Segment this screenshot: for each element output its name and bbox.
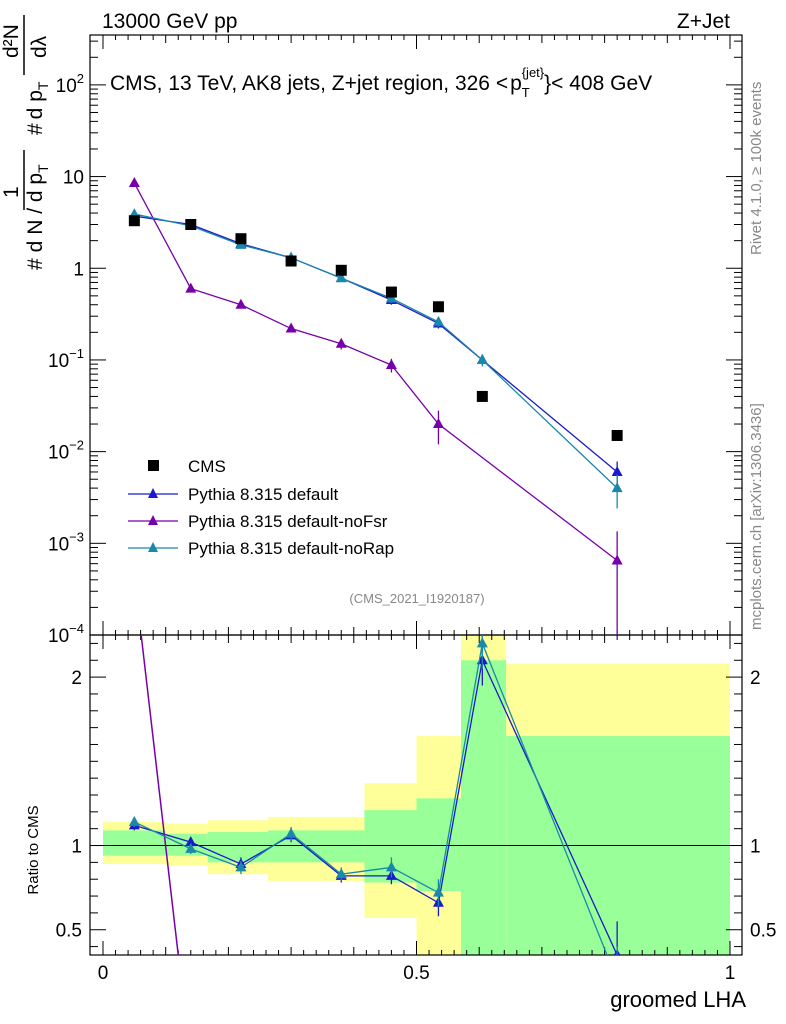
- series-point-2: [432, 315, 444, 326]
- ratio-point-2: [235, 861, 247, 872]
- y-axis-label: #d N / d pT 1 #d pT d²N dλ: [0, 15, 51, 270]
- ratio-y-tick-label-right: 2: [750, 668, 761, 689]
- legend-nofsr: Pythia 8.315 default-noFsr: [188, 512, 388, 531]
- ratio-band-inner-6: [461, 660, 507, 955]
- header-left: 13000 GeV pp: [102, 10, 237, 33]
- legend-nofsr-marker: [148, 515, 158, 525]
- cms-data-point: [385, 286, 397, 298]
- series-point-2: [611, 482, 623, 493]
- ratio-series-layer: [128, 635, 623, 984]
- ratio-point-2: [612, 974, 623, 984]
- ratio-band-inner-2: [207, 832, 268, 863]
- series-point-2: [476, 353, 488, 364]
- ratio-y-tick-label: 1: [71, 837, 82, 858]
- ratio-y-tick-label: 0.5: [56, 921, 82, 942]
- legend-cms: CMS: [188, 457, 226, 476]
- svg-text:dλ: dλ: [28, 35, 51, 58]
- cms-data-point: [185, 219, 197, 231]
- cms-data-point: [128, 215, 140, 227]
- y-tick-label: 102: [56, 71, 84, 97]
- series-point-0: [611, 465, 623, 476]
- cms-data-point: [335, 264, 347, 276]
- ratio-point-2: [476, 637, 488, 648]
- y-tick-label: 10: [63, 168, 84, 189]
- ratio-band-inner-5: [416, 798, 462, 891]
- ratio-band-inner-0: [103, 830, 166, 856]
- cms-data-point: [285, 255, 297, 267]
- cms-data-layer: [128, 215, 623, 441]
- series-line-1: [133, 182, 618, 561]
- ratio-point-0: [185, 836, 197, 847]
- y-tick-label: 1: [73, 259, 84, 280]
- ratio-y-tick-label: 2: [71, 668, 82, 689]
- legend-default: Pythia 8.315 default: [188, 485, 339, 504]
- ratio-line-1: [140, 635, 179, 955]
- series-point-1: [335, 337, 347, 348]
- ratio-y-axis-label: Ratio to CMS: [25, 805, 42, 894]
- ratio-point-2: [128, 815, 140, 826]
- series-point-1: [235, 298, 247, 309]
- x-tick-label: 0.5: [403, 963, 429, 984]
- ratio-bands: [103, 635, 730, 955]
- ratio-band-inner-3: [267, 830, 365, 863]
- series-point-1: [611, 554, 623, 565]
- axes: 0 0.5 1 102 10 1 10−1 10−2 10−3 10−4 0.5 0.5 1 1 2 2: [48, 34, 776, 984]
- svg-text:#d N / d pT: #d N / d pT: [24, 164, 51, 270]
- series-point-1: [385, 359, 397, 370]
- ratio-point-2: [285, 827, 297, 838]
- x-axis-label: groomed LHA: [610, 987, 746, 1012]
- series-line-0: [134, 215, 618, 473]
- y-tick-label: 10−2: [48, 438, 84, 464]
- svg-text:1: 1: [0, 186, 23, 198]
- chart-title: CMS, 13 TeV, AK8 jets, Z+jet region, 326…: [110, 65, 652, 100]
- ratio-point-2: [335, 868, 347, 879]
- ratio-point-2: [185, 842, 197, 853]
- ratio-y-tick-label-right: 0.5: [750, 921, 776, 942]
- svg-text:d²N: d²N: [0, 24, 23, 58]
- y-tick-label: 10−4: [48, 621, 84, 647]
- ratio-y-tick-label-right: 1: [750, 837, 761, 858]
- series-point-1: [432, 418, 444, 429]
- cms-data-point: [611, 429, 623, 441]
- header-right: Z+Jet: [677, 10, 730, 33]
- series-line-2: [134, 213, 618, 489]
- legend-norap: Pythia 8.315 default-noRap: [188, 539, 394, 558]
- series-point-1: [285, 322, 297, 333]
- ratio-point-2: [432, 886, 444, 897]
- rivet-version-text: Rivet 4.1.0, ≥ 100k events: [748, 82, 765, 255]
- legend: CMS Pythia 8.315 default Pythia 8.315 de…: [128, 457, 394, 558]
- legend-default-marker: [148, 488, 158, 498]
- cms-data-point: [432, 301, 444, 313]
- ratio-point-2: [385, 861, 397, 872]
- legend-cms-marker: [148, 460, 159, 471]
- cms-data-point: [476, 390, 488, 402]
- legend-norap-marker: [148, 542, 158, 552]
- series-point-1: [185, 282, 197, 293]
- series-point-1: [128, 177, 140, 188]
- x-tick-label: 0: [98, 963, 109, 984]
- x-tick-label: 1: [725, 963, 736, 984]
- cms-data-point: [235, 233, 247, 245]
- svg-text:#d pT: #d pT: [24, 81, 51, 135]
- y-tick-label: 10−1: [48, 346, 84, 372]
- series-point-2: [335, 272, 347, 283]
- analysis-id: (CMS_2021_I1920187): [349, 591, 484, 606]
- y-tick-label: 10−3: [48, 529, 84, 555]
- mcplots-url-text: mcplots.cern.ch [arXiv:1306.3436]: [748, 403, 765, 630]
